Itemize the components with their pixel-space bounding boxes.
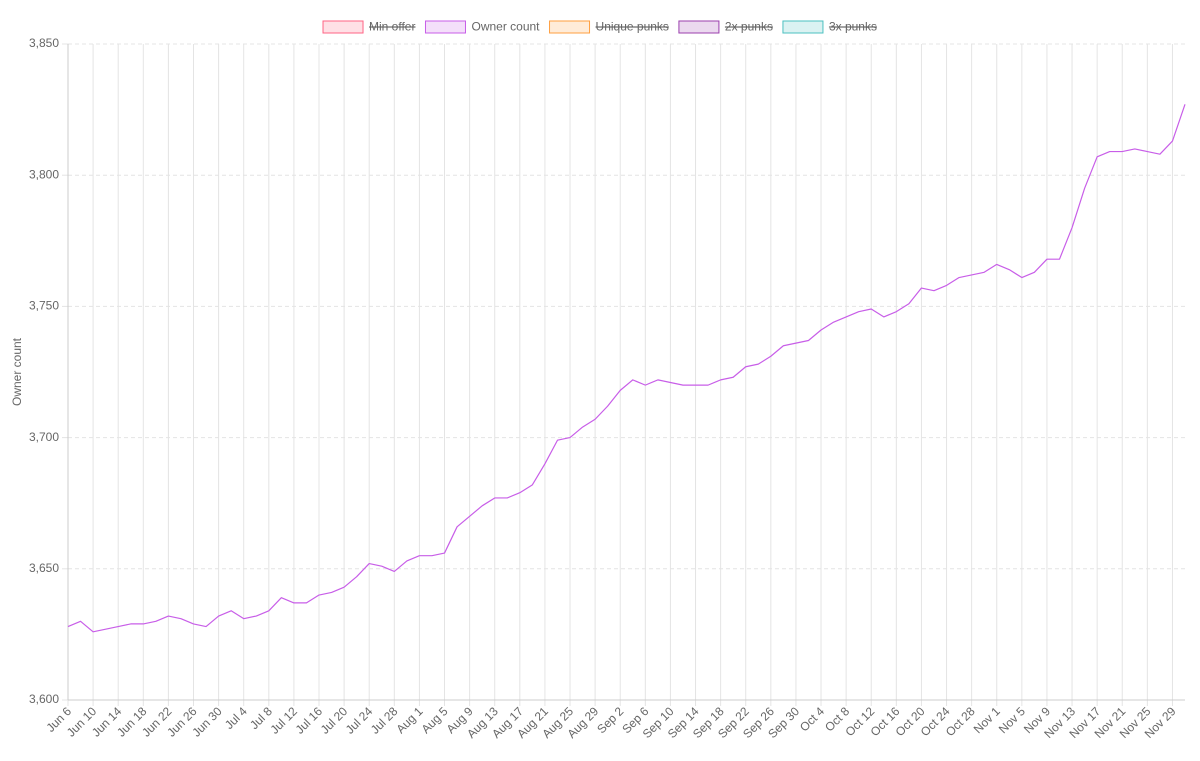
legend-label: Unique punks: [596, 20, 669, 34]
legend-item[interactable]: 2x punks: [678, 20, 773, 34]
legend-swatch: [678, 20, 720, 34]
legend-item[interactable]: 3x punks: [782, 20, 877, 34]
legend-swatch: [322, 20, 364, 34]
legend-label: 2x punks: [725, 20, 773, 34]
x-tick-label: Nov 1: [971, 704, 1003, 736]
x-tick-label: Nov 5: [996, 704, 1028, 736]
y-tick-label: 3,800: [29, 167, 59, 181]
y-tick-label: 3,750: [29, 299, 59, 313]
y-tick-label: 3,700: [29, 430, 59, 444]
legend-item[interactable]: Min offer: [322, 20, 415, 34]
y-tick-label: 3,850: [29, 36, 59, 50]
x-tick-label: Aug 1: [393, 704, 425, 736]
x-tick-label: Oct 4: [797, 704, 827, 734]
x-tick-label: Jul 16: [293, 704, 326, 737]
x-tick-label: Jul 20: [318, 704, 351, 737]
x-tick-label: Jul 24: [343, 704, 376, 737]
legend-label: Min offer: [369, 20, 415, 34]
y-axis-title: Owner count: [10, 337, 24, 406]
x-tick-label: Jul 12: [267, 704, 300, 737]
legend-label: 3x punks: [829, 20, 877, 34]
legend-item[interactable]: Unique punks: [549, 20, 669, 34]
x-tick-label: Oct 28: [943, 704, 978, 739]
legend-swatch: [549, 20, 591, 34]
x-tick-label: Jul 28: [368, 704, 401, 737]
legend-label: Owner count: [471, 20, 540, 34]
legend-swatch: [424, 20, 466, 34]
y-tick-label: 3,600: [29, 692, 59, 706]
legend-swatch: [782, 20, 824, 34]
x-tick-label: Aug 5: [419, 704, 451, 736]
y-tick-label: 3,650: [29, 561, 59, 575]
data-line: [67, 104, 1186, 633]
legend-item[interactable]: Owner count: [424, 20, 540, 34]
x-tick-label: Sep 2: [594, 704, 626, 736]
x-tick-label: Jul 4: [222, 704, 250, 732]
